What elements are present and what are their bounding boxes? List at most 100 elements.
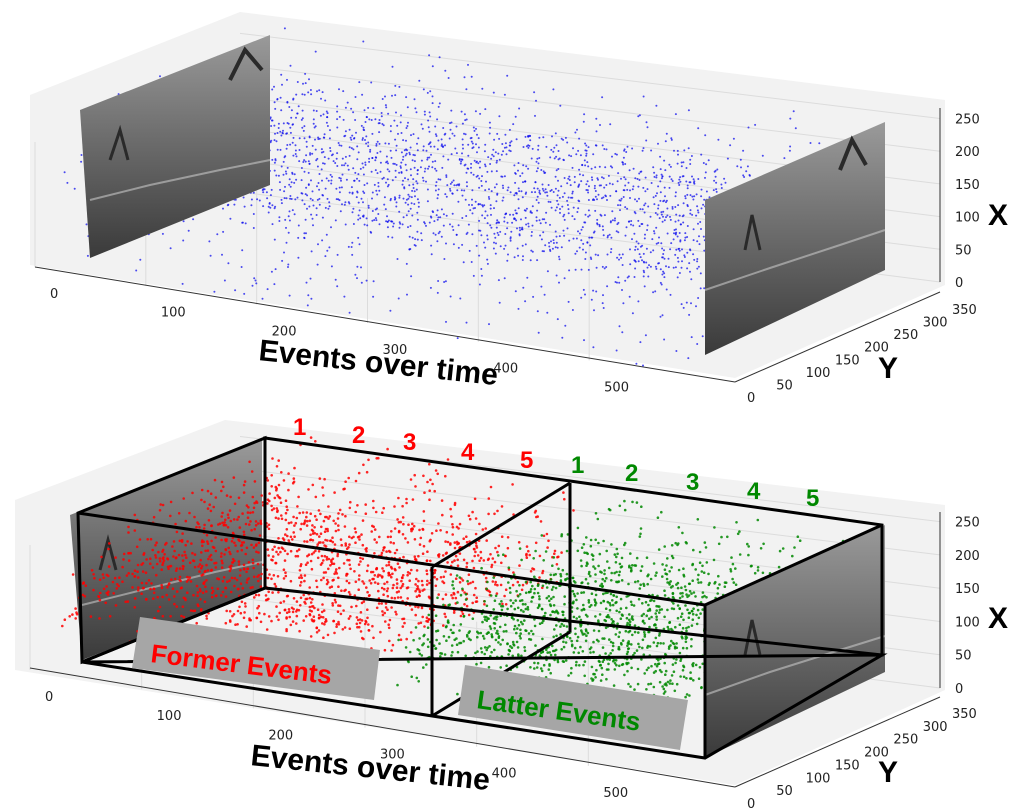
former-event-point [305,540,309,543]
latter-event-point [606,560,609,563]
event-point [437,139,440,142]
former-event-point [296,505,299,508]
latter-event-point [562,645,566,649]
event-point [596,198,598,201]
event-point [326,249,329,252]
event-point [467,167,470,170]
event-point [664,169,667,172]
former-event-point [283,559,287,562]
event-point [669,218,672,221]
event-point [618,325,621,328]
event-point [483,150,486,153]
latter-event-point [601,660,605,663]
event-point [590,298,593,301]
former-event-point [245,504,249,507]
event-point [330,154,333,157]
y-tick-100: 100 [806,366,831,381]
event-point [703,249,706,252]
former-event-point [365,550,368,553]
former-event-point [285,528,289,531]
event-point [488,132,491,135]
event-point [478,186,481,189]
former-event-point [369,582,373,585]
grid-line [239,64,941,152]
former-event-point [347,617,351,620]
event-point [455,184,458,187]
former-event-point [75,612,79,616]
former-event-point [158,559,162,563]
y-axis-line [734,696,941,788]
former-event-point [320,578,323,582]
event-point [340,179,342,182]
former-event-point [336,554,339,558]
former-event-point [418,528,421,532]
event-point [406,125,409,127]
event-point [552,191,555,193]
event-point [587,199,590,201]
former-event-point [340,589,343,592]
event-point [274,268,277,271]
event-point [290,181,293,184]
event-point [388,170,391,173]
former-event-point [301,511,305,514]
event-point [649,215,652,218]
former-event-point [324,545,328,548]
former-event-point [393,505,396,508]
latter-event-point [536,661,540,665]
event-point [402,197,405,200]
former-event-point [242,563,246,567]
event-point [789,117,792,120]
latter-event-point [555,634,558,638]
former-event-point [405,501,408,505]
event-point [686,225,689,227]
event-point [430,253,433,256]
event-point [73,187,76,190]
event-point [336,105,339,108]
former-event-point [538,554,542,558]
former-event-point [228,569,232,573]
former-event-point [255,550,258,554]
event-point [645,261,648,264]
event-point [378,189,381,192]
former-event-point [474,586,477,590]
former-event-point [496,550,499,554]
event-point [243,292,246,295]
event-point [288,219,291,222]
former-event-point [379,630,382,634]
former-event-point [199,589,202,593]
former-event-point [142,586,145,590]
former-event-point [321,486,324,489]
former-event-point [92,573,95,576]
event-point [686,236,689,238]
event-point [85,223,88,226]
event-point [697,265,700,268]
former-event-point [338,508,342,512]
event-point [562,215,565,218]
event-point [420,159,423,162]
event-point [503,93,506,96]
event-point [503,216,506,219]
former-event-point [499,583,503,587]
event-point [300,179,303,182]
event-point [444,69,447,72]
latter-event-point [756,566,760,569]
x-tick-0: 0 [50,287,58,302]
former-event-point [247,506,250,509]
former-event-point [354,541,357,544]
event-point [457,246,460,249]
event-point [273,139,276,142]
event-point [601,176,603,179]
latter-event-point [538,597,541,601]
event-point [415,188,418,191]
latter-event-point [527,632,531,635]
event-point [580,239,583,242]
latter-event-point [617,635,621,639]
event-point [545,145,548,148]
event-point [367,204,370,207]
event-point [538,136,541,139]
former-event-point [397,529,401,533]
former-event-point [108,615,112,618]
former-event-point [291,620,295,623]
event-point [665,132,668,135]
event-point [659,199,662,202]
